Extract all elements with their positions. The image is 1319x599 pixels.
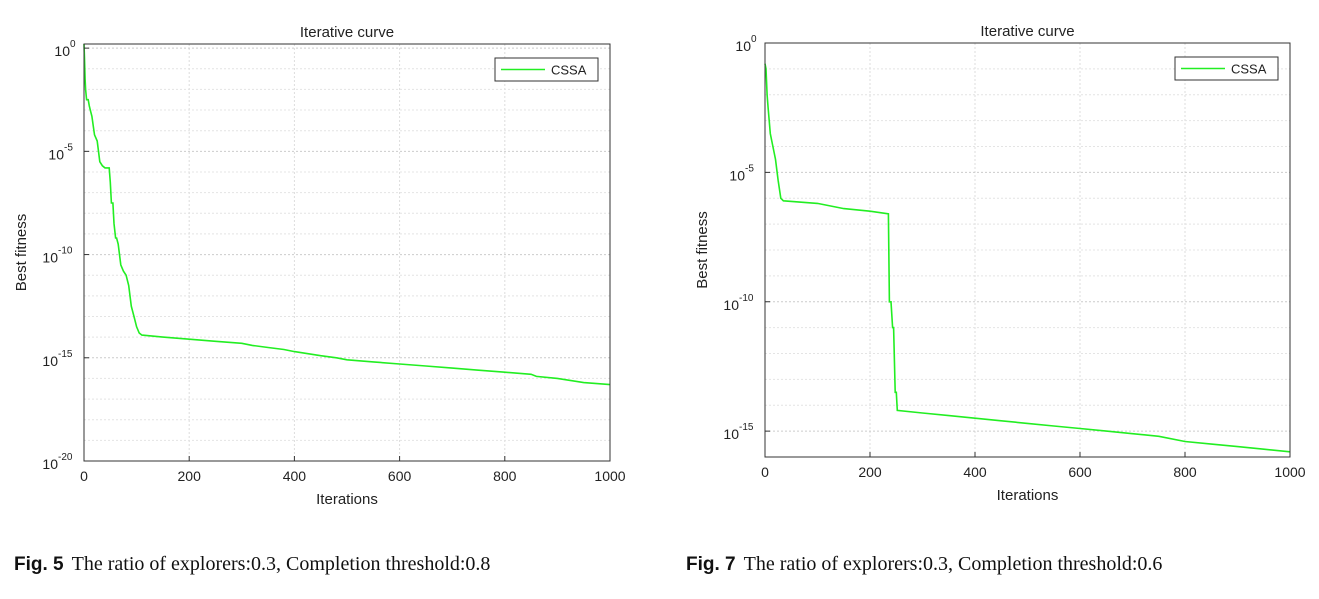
chart1-ytick-label: 10	[54, 43, 70, 59]
chart1-xtick-label: 600	[388, 468, 412, 484]
chart2-ytick-exponent: 0	[751, 34, 757, 45]
chart2-axes-box	[764, 42, 1291, 458]
chart1-xtick-label: 0	[80, 468, 88, 484]
chart2-ytick-exponent: -10	[739, 293, 754, 304]
chart1-ytick-label: 10	[48, 146, 64, 162]
chart1-ytick-exponent: -5	[64, 142, 73, 153]
chart1-ytick-label: 10	[42, 353, 58, 369]
chart1-ylabel: Best fitness	[13, 214, 30, 292]
chart2-xtick-label: 400	[963, 464, 987, 480]
chart2-xtick-label: 200	[858, 464, 882, 480]
chart1-ytick-exponent: 0	[70, 39, 76, 50]
caption-fig7-label: Fig. 7	[686, 554, 736, 575]
chart2-ytick-label: 10	[723, 297, 739, 313]
caption-fig7: Fig. 7 The ratio of explorers:0.3, Comple…	[686, 553, 1162, 576]
chart1-ytick-exponent: -20	[58, 452, 73, 463]
chart1-xtick-label: 200	[178, 468, 202, 484]
caption-fig5-text: The ratio of explorers:0.3, Completion t…	[71, 553, 491, 575]
chart2-plot-area	[765, 43, 1290, 457]
chart2-ytick-label: 10	[723, 426, 739, 442]
chart1-xtick-label: 400	[283, 468, 307, 484]
chart2-series-cssa	[764, 63, 1291, 453]
chart1-legend-label: CSSA	[551, 63, 587, 78]
chart1-xtick-label: 1000	[594, 468, 625, 484]
chart2-ytick-label: 10	[729, 167, 745, 183]
chart2-legend-label: CSSA	[1231, 62, 1267, 77]
chart1-xtick-label: 800	[493, 468, 517, 484]
chart2-legend-box	[1174, 56, 1279, 81]
chart2-title: Iterative curve	[980, 23, 1074, 40]
chart2-ytick-exponent: -5	[745, 163, 754, 174]
chart2-xtick-label: 600	[1068, 464, 1092, 480]
chart1-axes-box	[83, 43, 611, 462]
chart1-plot-area	[84, 44, 610, 461]
chart1-ytick-label: 10	[42, 250, 58, 266]
chart2-xlabel: Iterations	[997, 487, 1059, 504]
chart2-xtick-label: 0	[761, 464, 769, 480]
chart2-ytick-label: 10	[735, 38, 751, 54]
chart2-ylabel: Best fitness	[694, 211, 711, 289]
chart2-xtick-label: 1000	[1274, 464, 1305, 480]
chart2-ytick-exponent: -15	[739, 422, 754, 433]
caption-fig7-text: The ratio of explorers:0.3, Completion t…	[743, 553, 1163, 575]
chart1-ytick-label: 10	[42, 456, 58, 472]
chart1-series-cssa	[83, 43, 611, 386]
chart1-ytick-exponent: -15	[58, 349, 73, 360]
chart1-legend-box	[494, 57, 599, 82]
chart2-xtick-label: 800	[1173, 464, 1197, 480]
chart1-xlabel: Iterations	[316, 491, 378, 508]
caption-fig5-label: Fig. 5	[14, 554, 64, 575]
chart1-ytick-exponent: -10	[58, 246, 73, 257]
chart1-title: Iterative curve	[300, 24, 394, 41]
caption-fig5: Fig. 5 The ratio of explorers:0.3, Comple…	[14, 553, 490, 576]
